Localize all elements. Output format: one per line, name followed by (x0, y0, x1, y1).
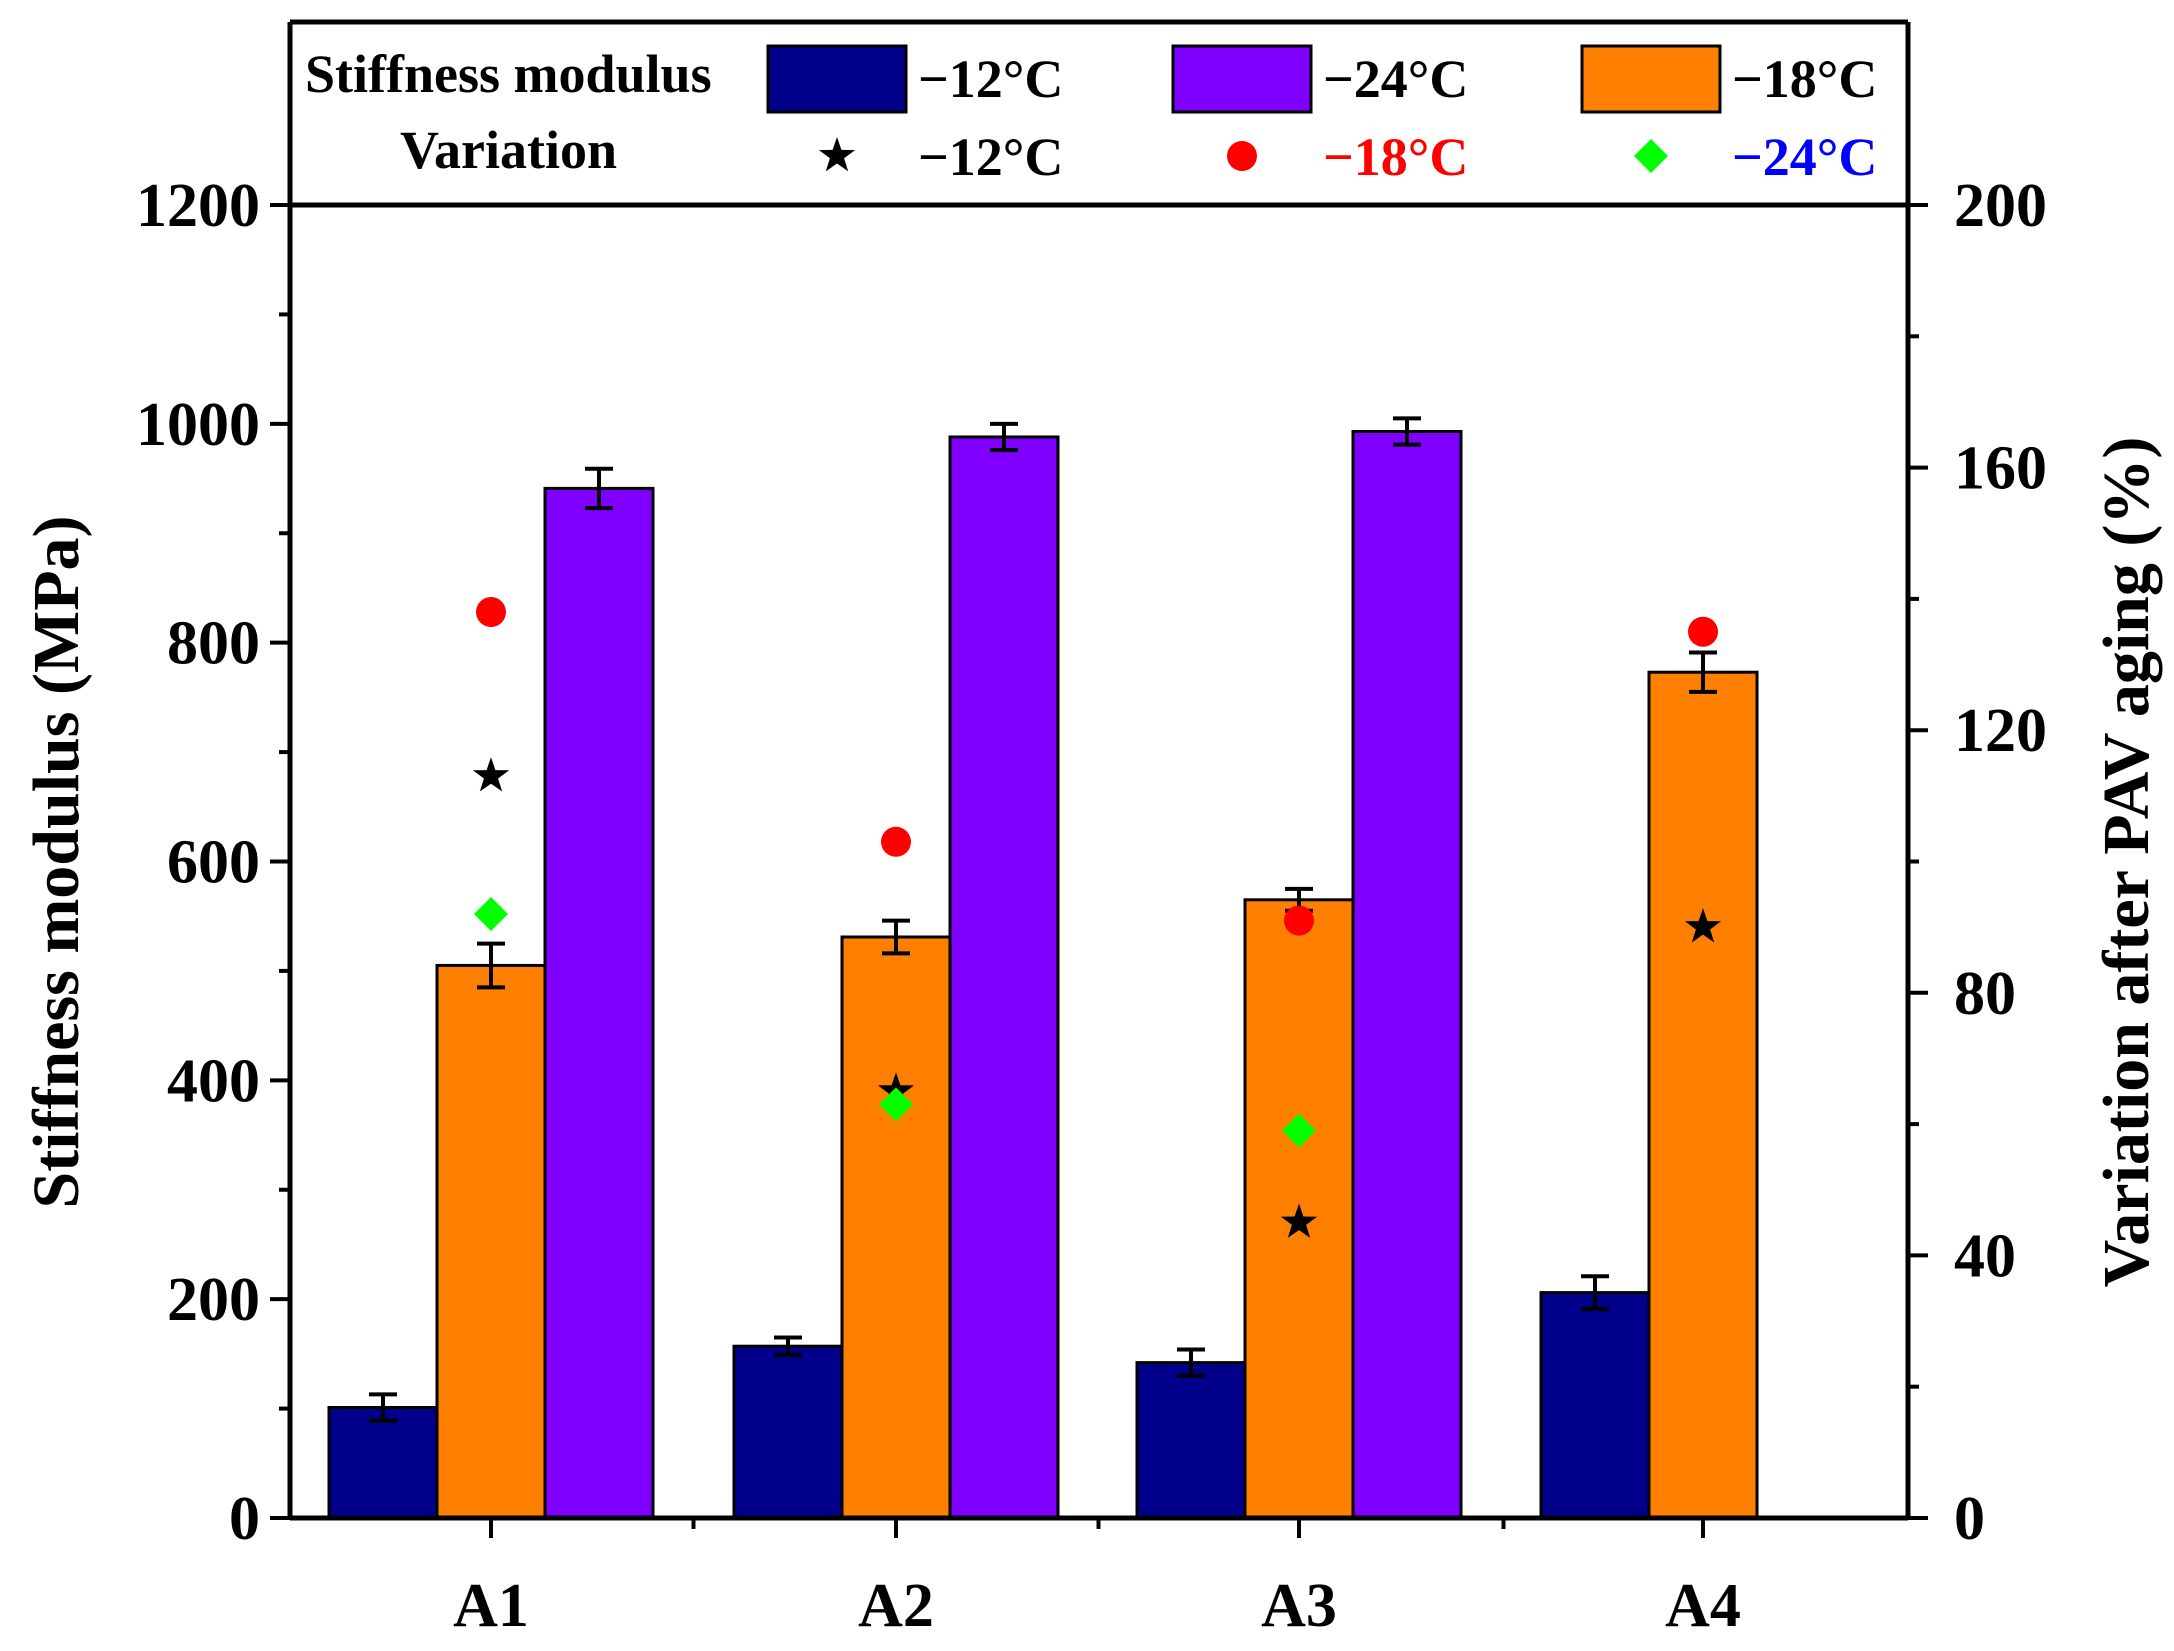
tick-group: 0 200 400 600 800 1000 1200 0 40 80 120 160 200 A1 A2 A… (136, 172, 2047, 1640)
legend-bar-label-2: −24°C (1323, 49, 1468, 109)
legend-markers-title: Variation (400, 120, 617, 180)
y-left-tick-label: 1200 (136, 172, 260, 240)
x-tick-label-a2: A2 (858, 1572, 934, 1640)
error-bar-group (369, 416, 1717, 1423)
x-tick-label-a1: A1 (453, 1572, 529, 1640)
y-left-tick-label: 1000 (136, 391, 260, 459)
legend-marker-diamond (1634, 139, 1668, 173)
error-bar-a4-series-1 (1581, 1274, 1609, 1312)
error-bar-a1-series-2 (477, 941, 505, 990)
legend-group: −12°C −24°C −18°C −12°C −18°C −24°C (766, 44, 1877, 187)
bar-a4-series-2 (1647, 670, 1759, 1520)
x-tick-label-a4: A4 (1665, 1572, 1741, 1640)
y-left-tick-label: 400 (167, 1047, 260, 1115)
bar-group (327, 429, 1759, 1520)
bar-a2-series-3 (948, 435, 1060, 1520)
legend-swatch-1 (766, 44, 908, 114)
legend-marker-star (818, 137, 856, 172)
variation-circle-a4 (1688, 616, 1718, 647)
variation-circle-a3 (1284, 905, 1314, 936)
legend-marker-circle (1227, 141, 1257, 171)
bar-a1-series-1 (327, 1405, 439, 1520)
variation-diamond-a3 (1282, 1113, 1316, 1148)
bar-a2-series-1 (732, 1344, 844, 1520)
bar-a4-series-1 (1539, 1291, 1651, 1520)
axes-group (287, 19, 1911, 1521)
variation-circle-a2 (881, 826, 911, 857)
variation-diamond-a2 (879, 1087, 913, 1122)
y-right-tick-label: 120 (1954, 697, 2047, 765)
variation-circle-a1 (476, 597, 506, 628)
y-left-tick-label: 200 (167, 1266, 260, 1334)
y-right-tick-label: 160 (1954, 435, 2047, 503)
x-tick-label-a3: A3 (1261, 1572, 1337, 1640)
y-right-tick-label: 200 (1954, 172, 2047, 240)
bar-a3-series-1 (1135, 1361, 1247, 1520)
y-left-tick-label: 800 (167, 610, 260, 678)
legend-bars-title: Stiffness modulus (305, 44, 712, 104)
y-right-axis-title: Variation after PAV aging (%) (2090, 437, 2163, 1288)
error-bar-a3-series-1 (1177, 1347, 1205, 1378)
legend-bar-label-1: −12°C (918, 49, 1063, 109)
legend-swatch-3 (1580, 44, 1722, 114)
variation-diamond-a1 (474, 897, 508, 932)
y-left-tick-label: 600 (167, 829, 260, 897)
y-right-tick-label: 0 (1954, 1485, 1985, 1553)
bar-a1-series-2 (435, 963, 547, 1520)
y-left-tick-label: 0 (229, 1485, 260, 1553)
error-bar-a2-series-3 (990, 421, 1018, 453)
bar-a1-series-3 (543, 486, 655, 1520)
variation-star-a4 (1684, 908, 1722, 943)
variation-star-a3 (1280, 1203, 1318, 1238)
error-bar-a4-series-2 (1689, 650, 1717, 694)
error-bar-a3-series-3 (1393, 416, 1421, 447)
error-bar-a2-series-1 (774, 1335, 802, 1357)
error-bar-a2-series-2 (882, 918, 910, 956)
variation-star-a1 (472, 757, 510, 792)
y-right-tick-label: 40 (1954, 1222, 2016, 1290)
legend-bar-label-3: −18°C (1732, 49, 1877, 109)
y-right-tick-label: 80 (1954, 960, 2016, 1028)
bar-a3-series-3 (1351, 429, 1463, 1520)
y-left-axis-title: Stiffness modulus (MPa) (20, 515, 93, 1208)
variation-marker-group (472, 597, 1722, 1238)
legend-marker-label-3: −24°C (1732, 127, 1877, 187)
bar-a2-series-2 (840, 935, 952, 1520)
legend-marker-label-1: −12°C (918, 127, 1063, 187)
legend-marker-label-2: −18°C (1323, 127, 1468, 187)
error-bar-a1-series-3 (585, 466, 613, 511)
legend-swatch-2 (1171, 44, 1313, 114)
error-bar-a1-series-1 (369, 1392, 397, 1423)
